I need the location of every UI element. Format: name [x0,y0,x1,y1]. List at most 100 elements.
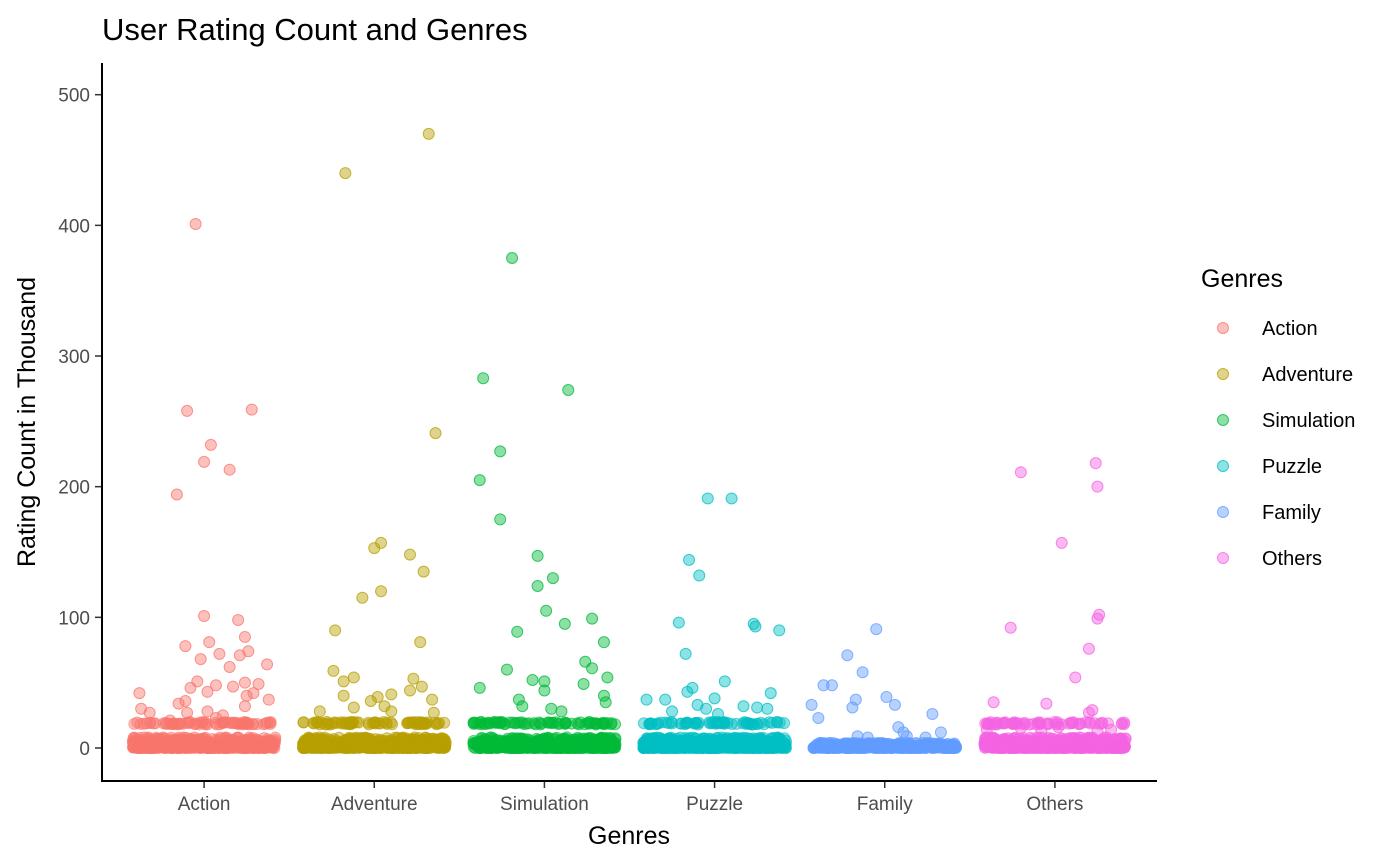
data-point [1004,621,1017,634]
data-point [233,649,246,662]
legend-key-action [1217,322,1229,334]
data-point [584,741,597,754]
data-point [526,674,539,687]
data-point [429,427,442,440]
data-point [473,474,486,487]
data-point [700,702,713,715]
data-point [127,731,140,744]
data-point [528,717,541,730]
series-action [126,218,282,754]
data-point [297,716,310,729]
data-point [1082,706,1095,719]
data-point [706,734,719,747]
data-point [181,706,194,719]
data-point [764,687,777,700]
series-simulation [467,252,622,754]
data-point [133,687,146,700]
data-point [692,741,705,754]
x-tick-label: Others [1026,794,1083,815]
data-point [718,675,731,688]
data-point [1035,725,1048,738]
data-point [825,679,838,692]
x-tick-label: Simulation [500,794,589,815]
legend-title: Genres [1201,265,1283,293]
data-point [238,676,251,689]
data-point [980,723,993,736]
legend-key-simulation [1217,414,1229,426]
data-point [501,735,514,748]
data-point [419,741,432,754]
data-point [345,732,358,745]
data-point [414,636,427,649]
data-point [553,717,566,730]
data-point [198,610,211,623]
data-point [238,630,251,643]
data-point [1091,480,1104,493]
data-point [605,741,618,754]
data-point [681,685,694,698]
data-point [1014,466,1027,479]
data-point [683,553,696,566]
data-point [1089,457,1102,470]
data-point [1091,725,1104,738]
data-point [172,697,185,710]
data-point [179,694,192,707]
data-point [417,565,430,578]
data-point [531,579,544,592]
data-point [586,612,599,625]
data-point [987,696,1000,709]
data-point [204,741,217,754]
data-point [427,706,440,719]
data-point [649,718,662,731]
data-point [328,741,341,754]
data-point [1069,671,1082,684]
data-point [805,698,818,711]
data-point [164,714,177,727]
data-point [238,741,251,754]
points-layer [126,127,1132,754]
x-tick-label: Puzzle [686,794,743,815]
legend-key-adventure [1217,368,1229,380]
data-point [375,585,388,598]
data-point [737,700,750,713]
series-family [805,623,963,754]
data-point [926,708,939,721]
data-point [422,127,435,140]
data-point [659,693,672,706]
data-point [1105,723,1118,736]
data-point [531,549,544,562]
data-point [577,677,590,690]
data-point [232,613,245,626]
y-tick-label: 0 [79,739,90,760]
data-point [642,741,655,754]
data-point [182,732,195,745]
data-point [884,740,897,753]
data-point [1091,612,1104,625]
data-point [701,492,714,505]
data-point [137,717,150,730]
data-point [213,647,226,660]
data-point [261,658,274,671]
y-tick-label: 200 [58,478,90,499]
legend-label-simulation: Simulation [1262,410,1355,432]
data-point [518,740,531,753]
data-point [347,671,360,684]
data-point [751,701,764,714]
data-point [807,741,820,754]
data-point [356,591,369,604]
data-point [562,383,575,396]
data-point [407,672,420,685]
data-point [773,624,786,637]
data-point [339,167,352,180]
data-point [1040,697,1053,710]
data-point [252,677,265,690]
x-tick-label: Action [178,794,231,815]
data-point [599,696,612,709]
data-point [385,688,398,701]
y-tick-label: 400 [58,216,90,237]
data-point [403,548,416,561]
data-point [679,647,692,660]
data-point [329,624,342,637]
legend-items: Action Adventure Simulation Puzzle Family Oth… [1217,318,1355,570]
data-point [773,737,786,750]
